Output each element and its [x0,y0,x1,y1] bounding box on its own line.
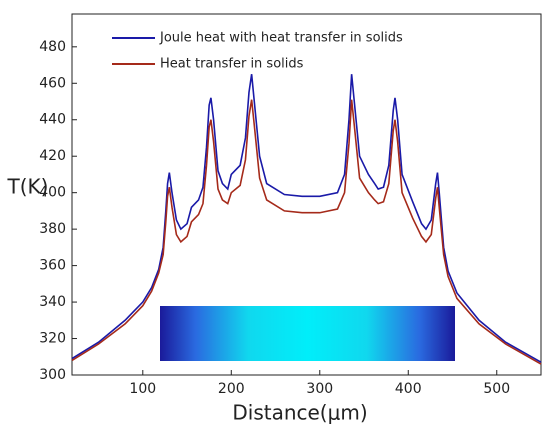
x-axis-title: Distance(μm) [232,401,367,425]
series-line [71,99,542,365]
x-tick-label: 100 [129,381,156,397]
y-tick-label: 400 [39,185,66,201]
x-tick-label: 300 [306,381,333,397]
x-tick-label: 200 [218,381,245,397]
y-tick-label: 360 [39,258,66,274]
y-tick-label: 340 [39,294,66,310]
series-line [71,74,542,363]
y-tick-label: 300 [39,367,66,383]
y-axis-title: T(K) [7,175,49,199]
y-tick-label: 440 [39,112,66,128]
y-tick-label: 420 [39,148,66,164]
legend-label: Heat transfer in solids [160,57,304,72]
y-tick-label: 480 [39,39,66,55]
x-tick-label: 500 [483,381,510,397]
legend-label: Joule heat with heat transfer in solids [159,31,403,46]
device-heatmap [160,306,455,361]
y-tick-label: 380 [39,221,66,237]
y-tick-label: 460 [39,75,66,91]
y-tick-label: 320 [39,331,66,347]
plot-frame [71,13,542,376]
x-tick-label: 400 [395,381,422,397]
